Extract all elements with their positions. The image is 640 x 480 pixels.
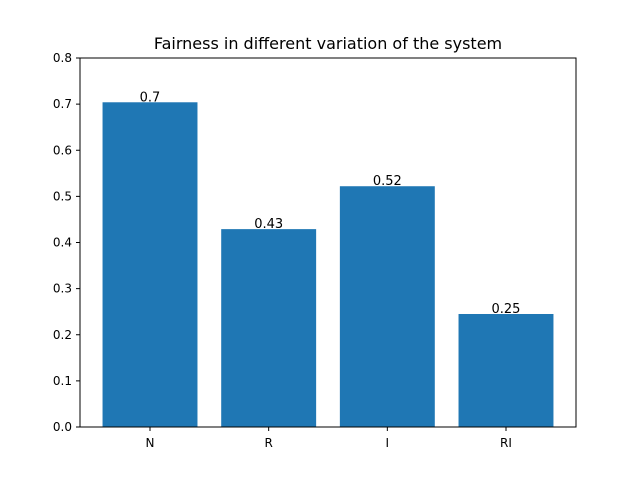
bar-n xyxy=(102,102,198,427)
bar-ri xyxy=(458,313,554,427)
data-label-r: 0.43 xyxy=(254,217,283,232)
plot-frame xyxy=(79,57,577,428)
y-tick-label-7: 0.7 xyxy=(53,97,72,111)
data-label-n: 0.7 xyxy=(140,90,161,105)
x-axis: N R I RI xyxy=(146,427,512,450)
y-tick-label-4: 0.4 xyxy=(53,236,72,250)
x-tick-label-r: R xyxy=(264,436,272,450)
bar-r xyxy=(221,229,317,427)
data-label-i: 0.52 xyxy=(373,174,402,189)
y-tick-label-6: 0.6 xyxy=(53,143,72,157)
x-tick-label-i: I xyxy=(386,436,390,450)
y-tick-label-2: 0.2 xyxy=(53,328,72,342)
chart-title: Fairness in different variation of the s… xyxy=(154,34,502,53)
x-tick-label-ri: RI xyxy=(500,436,512,450)
bar-i xyxy=(339,186,435,427)
y-tick-label-0: 0.0 xyxy=(53,420,72,434)
y-axis: 0.0 0.1 0.2 0.3 0.4 0.5 0.6 0.7 0.8 xyxy=(53,51,80,434)
data-labels-group: 0.7 0.43 0.52 0.25 xyxy=(140,90,521,317)
y-tick-label-8: 0.8 xyxy=(53,51,72,65)
y-tick-label-3: 0.3 xyxy=(53,282,72,296)
x-tick-label-n: N xyxy=(146,436,155,450)
data-label-ri: 0.25 xyxy=(492,302,521,317)
bars-group xyxy=(102,102,554,427)
y-tick-label-1: 0.1 xyxy=(53,374,72,388)
y-tick-label-5: 0.5 xyxy=(53,189,72,203)
